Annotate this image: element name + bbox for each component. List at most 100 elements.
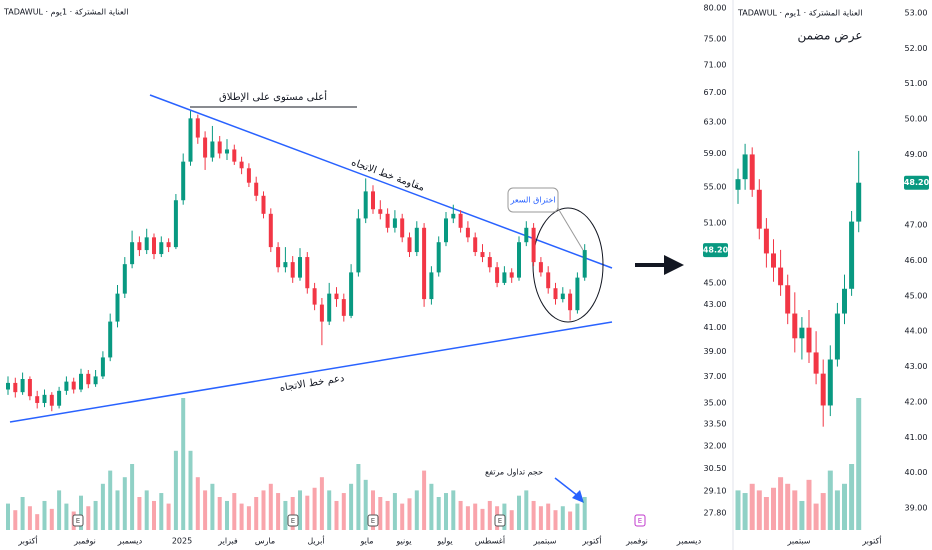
y-tick-label: 55.00 [704, 183, 727, 192]
y-tick-label: 43.00 [704, 300, 727, 309]
candle-body [64, 381, 69, 391]
candle-body [334, 293, 339, 300]
candle-body [173, 200, 178, 248]
volume-bar [79, 495, 83, 530]
x-tick-label: مايو [359, 537, 373, 546]
volume-bar [735, 490, 741, 530]
volume-bar [181, 398, 186, 530]
volume-bar [144, 490, 149, 530]
x-tick-label: أكتوبر [17, 536, 37, 546]
candle-body [749, 154, 755, 190]
volume-bar [414, 490, 419, 530]
volume-bar [42, 500, 47, 530]
candle-body [436, 242, 441, 273]
candle-body [246, 168, 251, 183]
candle-body [49, 394, 54, 406]
volume-bar [451, 490, 456, 530]
candle-body [290, 262, 295, 278]
candle-body [451, 213, 456, 219]
y-tick-label: 45.00 [905, 291, 928, 300]
candle-body [42, 394, 47, 403]
header: TADAWUL · العناية المشتركة · 1يوم [3, 8, 128, 17]
candle-body [57, 390, 62, 406]
volume-bar [429, 483, 434, 530]
volume-bar [166, 503, 171, 530]
event-label: E [76, 517, 80, 525]
volume-bar [290, 497, 295, 530]
candle-body [371, 191, 375, 210]
candle-body [735, 179, 741, 190]
candle-body [144, 237, 149, 251]
candle-body [356, 218, 361, 273]
candle-body [799, 327, 805, 339]
candle-body [283, 262, 288, 268]
candle-body [341, 299, 346, 316]
candle-body [86, 373, 91, 385]
volume-bar [799, 500, 805, 530]
candle-body [195, 118, 200, 138]
candle-body [130, 242, 135, 265]
candle-body [400, 218, 405, 238]
volume-bar [582, 497, 587, 530]
volume-bar [49, 508, 54, 530]
header: TADAWUL · العناية المشتركة · 1يوم [737, 9, 862, 18]
volume-bar [268, 483, 273, 530]
volume-bar [6, 503, 10, 530]
x-tick-label: ديسمبر [117, 537, 143, 546]
volume-bar [115, 490, 120, 530]
volume-bar [232, 493, 237, 530]
x-tick-label: 2025 [172, 537, 192, 546]
breakout-circle [532, 207, 604, 323]
volume-bar [560, 506, 565, 530]
volume-bar [203, 490, 208, 530]
volume-bar [820, 493, 826, 530]
y-tick-label: 53.00 [905, 9, 928, 18]
volume-bar [57, 490, 62, 530]
candle-body [385, 213, 390, 228]
event-label: E [371, 517, 375, 525]
candle-body [422, 227, 427, 300]
candle-body [763, 228, 769, 254]
event-label: E [498, 517, 502, 525]
candle-body [35, 396, 40, 403]
x-tick-label: يوليو [436, 537, 452, 546]
volume-bar [261, 490, 266, 530]
volume-bar [856, 398, 862, 530]
candle-body [806, 327, 812, 353]
candle-body [771, 253, 776, 268]
y-tick-label: 50.00 [905, 115, 928, 124]
volume-bar [173, 450, 178, 530]
volume-bar [378, 497, 383, 530]
volume-bar [487, 500, 492, 530]
volume-bar [225, 500, 229, 530]
volume-bar [509, 510, 514, 530]
candle-body [203, 137, 208, 158]
x-tick-label: ديسمبر [676, 537, 702, 546]
candle-body [444, 218, 448, 243]
y-tick-label: 75.00 [704, 34, 727, 43]
candle-body [122, 264, 127, 294]
arrow-head [664, 255, 684, 275]
y-tick-label: 47.00 [905, 221, 928, 230]
volume-bar [152, 500, 156, 530]
y-tick-label: 33.50 [704, 419, 727, 428]
candle-body [827, 359, 833, 406]
volume-bar [246, 506, 251, 530]
candle-body [546, 272, 551, 289]
candle-body [792, 313, 798, 339]
panel-title: عرض مضمن [797, 29, 862, 44]
volume-bar [283, 500, 288, 530]
candle-body [13, 382, 18, 393]
volume-bar [849, 464, 855, 530]
candle-body [312, 288, 317, 305]
volume-bar [349, 483, 354, 530]
volume-bar [100, 483, 105, 530]
volume-bar [298, 490, 302, 530]
y-tick-label: 51.00 [704, 219, 727, 228]
candle-body [217, 141, 222, 154]
volume-bar [806, 479, 812, 530]
callout-pointer [555, 204, 584, 251]
candle-body [71, 381, 76, 390]
volume-bar [93, 500, 98, 530]
candle-body [465, 227, 470, 238]
